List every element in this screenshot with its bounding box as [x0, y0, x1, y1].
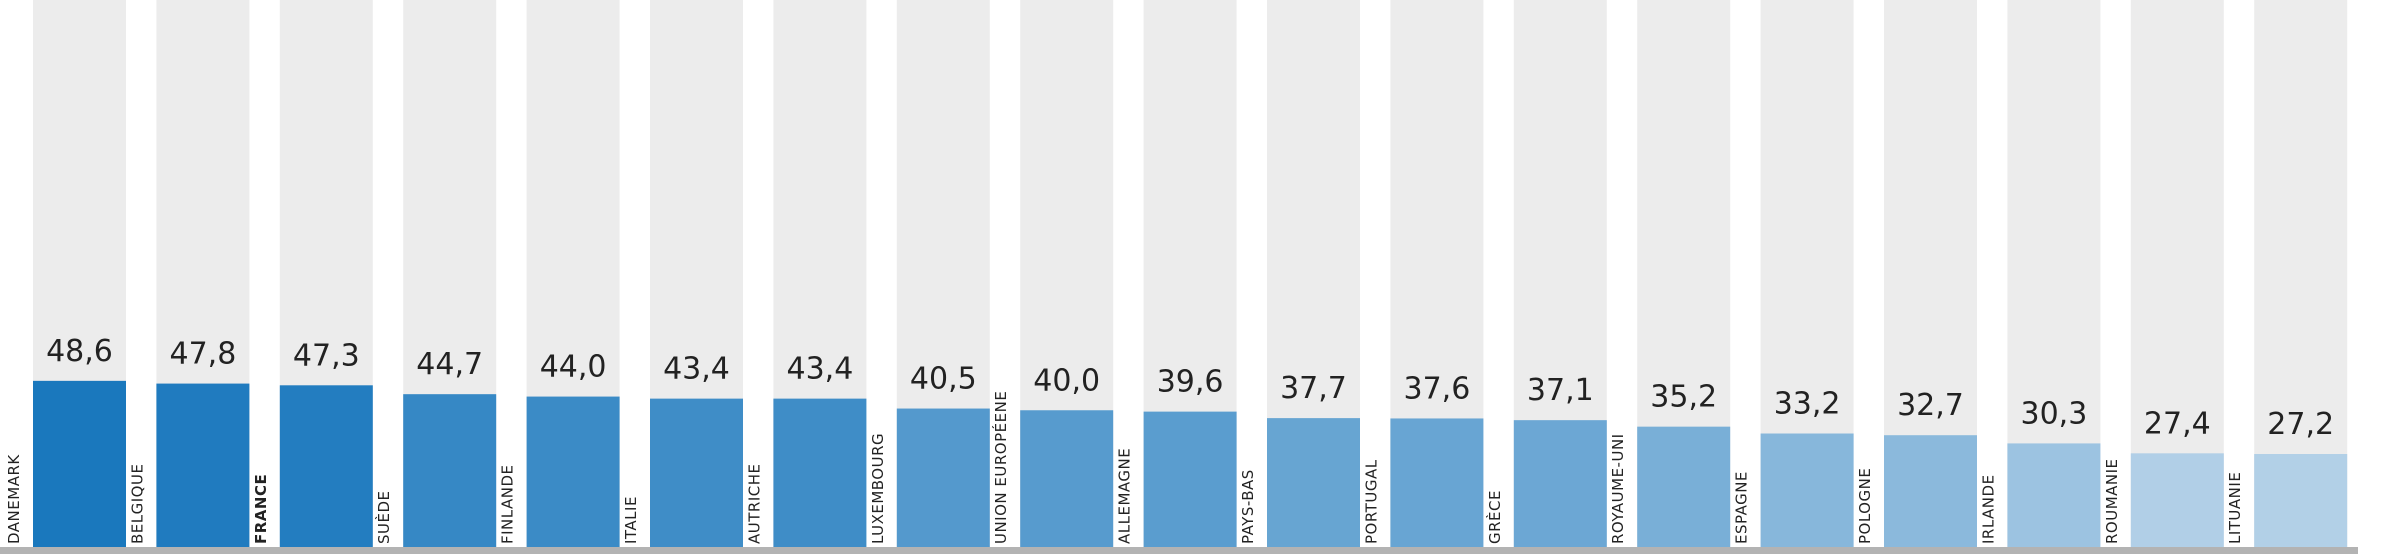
- bar-group: 40,0 UNION EUROPÉENE: [991, 0, 1114, 547]
- value-label: 43,4: [787, 352, 854, 387]
- value-label: 48,6: [46, 334, 113, 369]
- bar-group: 35,2 ROYAUME-UNI: [1609, 0, 1731, 547]
- bar-group: 43,4 AUTRICHE: [745, 0, 867, 547]
- bar: [2007, 443, 2101, 547]
- bar-group: 39,6 ALLEMAGNE: [1116, 0, 1237, 547]
- bar: [1884, 435, 1977, 547]
- bar-group: 30,3 IRLANDE: [1979, 0, 2101, 547]
- category-label: DANEMARK: [5, 454, 23, 544]
- value-label: 27,2: [2267, 407, 2334, 442]
- value-label: 27,4: [2144, 406, 2211, 441]
- category-label: IRLANDE: [1979, 474, 1997, 544]
- value-label: 37,1: [1527, 373, 1594, 408]
- bar-group: 43,4 ITALIE: [622, 0, 743, 547]
- bar: [1020, 410, 1114, 547]
- bar: [2130, 453, 2224, 547]
- bar-group: 37,1 GRÈCE: [1485, 0, 1607, 547]
- category-label: ALLEMAGNE: [1116, 448, 1134, 544]
- value-label: 32,7: [1897, 388, 1964, 423]
- value-label: 33,2: [1774, 386, 1841, 421]
- category-label: GRÈCE: [1485, 490, 1504, 544]
- bar: [1760, 433, 1854, 547]
- bar: [279, 385, 373, 547]
- category-label: UNION EUROPÉENE: [991, 391, 1010, 544]
- category-label: LUXEMBOURG: [869, 433, 887, 544]
- category-label: AUTRICHE: [745, 464, 763, 544]
- bar: [156, 383, 250, 547]
- category-label: BELGIQUE: [128, 464, 146, 544]
- bar-group: 33,2 ESPAGNE: [1733, 0, 1854, 547]
- value-label: 35,2: [1650, 380, 1717, 415]
- value-label: 30,3: [2021, 396, 2088, 431]
- value-label: 44,0: [540, 350, 607, 385]
- category-label: FRANCE: [252, 474, 270, 544]
- value-label: 44,7: [416, 347, 483, 382]
- category-label: ROYAUME-UNI: [1609, 433, 1627, 544]
- bar: [1637, 426, 1731, 547]
- baseline-bar: [0, 547, 2358, 554]
- value-label: 37,7: [1280, 371, 1347, 406]
- value-label: 40,5: [910, 362, 977, 397]
- bar: [1390, 418, 1484, 547]
- value-label: 39,6: [1157, 365, 1224, 400]
- bar-group: 47,3 FRANCE: [252, 0, 373, 547]
- bar-group: 32,7 POLOGNE: [1856, 0, 1977, 547]
- category-label: SUÈDE: [374, 490, 393, 544]
- bar: [773, 398, 867, 547]
- bar: [33, 380, 126, 547]
- bar: [403, 394, 497, 547]
- bar: [1513, 420, 1607, 547]
- category-label: ESPAGNE: [1733, 471, 1751, 544]
- bar-group: 37,6 PORTUGAL: [1362, 0, 1484, 547]
- value-label: 37,6: [1404, 371, 1471, 406]
- bar: [650, 398, 743, 547]
- value-label: 43,4: [663, 352, 730, 387]
- category-label: ROUMANIE: [2103, 458, 2121, 544]
- bar: [1267, 418, 1360, 547]
- bar-group: 27,4 ROUMANIE: [2103, 0, 2224, 547]
- category-label: POLOGNE: [1856, 468, 1874, 544]
- value-label: 47,3: [293, 338, 360, 373]
- bar: [526, 396, 620, 547]
- category-label: PAYS-BAS: [1239, 469, 1257, 544]
- category-label: LITUANIE: [2226, 472, 2244, 544]
- value-label: 40,0: [1033, 363, 1100, 398]
- category-label: PORTUGAL: [1362, 459, 1380, 544]
- bar-group: 44,7 SUÈDE: [374, 0, 497, 547]
- category-label: ITALIE: [622, 496, 640, 544]
- bar-group: 40,5 LUXEMBOURG: [869, 0, 990, 547]
- bar-group: 47,8 BELGIQUE: [128, 0, 250, 547]
- category-label: FINLANDE: [499, 465, 517, 544]
- bar-group: 37,7 PAYS-BAS: [1239, 0, 1360, 547]
- bar-group: 27,2 LITUANIE: [2226, 0, 2348, 547]
- bar-group: 48,6 DANEMARK: [5, 0, 126, 547]
- bar: [2254, 454, 2348, 547]
- bar: [1143, 411, 1237, 547]
- bar: [896, 408, 990, 547]
- value-label: 47,8: [170, 337, 237, 372]
- bar-group: 44,0 FINLANDE: [499, 0, 620, 547]
